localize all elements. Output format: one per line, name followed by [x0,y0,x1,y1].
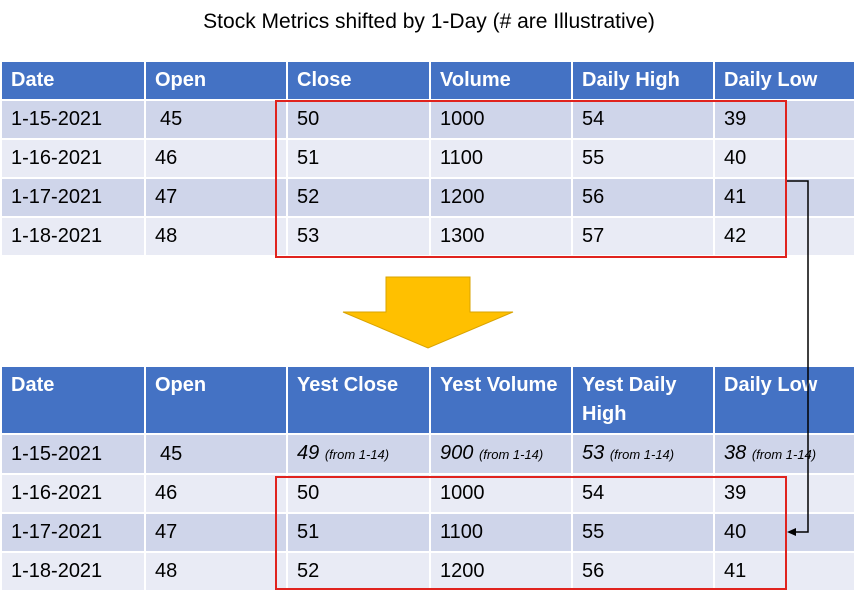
cell-low: 42 [714,217,856,257]
cell-high: 54 [572,100,715,140]
cell-value: 900 [440,442,474,464]
cell-yest-volume: 1200 [430,552,573,592]
cell-open: 48 [145,552,288,592]
table-row: 1-17-2021 47 51 1100 55 40 [2,513,856,553]
source-note: (from 1-14) [609,447,675,462]
cell-date: 1-17-2021 [2,178,146,218]
header-yest-close: Yest Close [287,367,431,435]
cell-date: 1-18-2021 [2,552,146,592]
cell-date: 1-18-2021 [2,217,146,257]
cell-open: 47 [145,178,288,218]
header-open: Open [145,62,288,101]
cell-date: 1-15-2021 [2,434,146,475]
cell-date: 1-16-2021 [2,139,146,179]
source-note: (from 1-14) [751,447,817,462]
cell-high: 56 [572,178,715,218]
cell-open: 47 [145,513,288,553]
header-daily-low: Daily Low [714,367,856,435]
cell-close: 51 [287,139,431,179]
header-open: Open [145,367,288,435]
cell-volume: 1000 [430,100,573,140]
elbow-connector [787,180,809,533]
cell-yest-volume: 1100 [430,513,573,553]
cell-yest-close: 52 [287,552,431,592]
diagram-title: Stock Metrics shifted by 1-Day (# are Il… [203,10,655,33]
cell-yest-volume: 900 (from 1-14) [430,434,573,475]
cell-close: 50 [287,100,431,140]
cell-volume: 1100 [430,139,573,179]
arrowhead-icon [787,528,796,536]
header-date: Date [2,62,146,101]
cell-yest-high: 54 [572,474,715,514]
shifted-metrics-table: Date Open Yest Close Yest Volume Yest Da… [2,367,856,592]
header-yest-daily-high: Yest Daily High [572,367,715,435]
cell-yest-close: 49 (from 1-14) [287,434,431,475]
cell-yest-high: 53 (from 1-14) [572,434,715,475]
down-arrow-icon [342,276,514,349]
table-header-row: Date Open Close Volume Daily High Daily … [2,62,856,101]
cell-high: 57 [572,217,715,257]
source-note: (from 1-14) [478,447,544,462]
table-row: 1-15-2021 45 49 (from 1-14) 900 (from 1-… [2,434,856,475]
cell-open: 46 [145,474,288,514]
cell-value: 49 [297,442,320,464]
table-row: 1-16-2021 46 50 1000 54 39 [2,474,856,514]
cell-yest-volume: 1000 [430,474,573,514]
header-close: Close [287,62,431,101]
header-date: Date [2,367,146,435]
cell-open: 46 [145,139,288,179]
cell-low: 38 (from 1-14) [714,434,856,475]
cell-date: 1-16-2021 [2,474,146,514]
cell-open: 45 [145,434,288,475]
cell-volume: 1300 [430,217,573,257]
cell-open: 48 [145,217,288,257]
cell-close: 53 [287,217,431,257]
cell-yest-high: 56 [572,552,715,592]
cell-volume: 1200 [430,178,573,218]
header-daily-low: Daily Low [714,62,856,101]
cell-value: 38 [724,442,747,464]
cell-value: 53 [582,442,605,464]
header-yest-volume: Yest Volume [430,367,573,435]
cell-yest-high: 55 [572,513,715,553]
cell-high: 55 [572,139,715,179]
table-row: 1-18-2021 48 53 1300 57 42 [2,217,856,257]
cell-yest-close: 51 [287,513,431,553]
cell-yest-close: 50 [287,474,431,514]
cell-date: 1-17-2021 [2,513,146,553]
table-row: 1-17-2021 47 52 1200 56 41 [2,178,856,218]
cell-date: 1-15-2021 [2,100,146,140]
cell-open: 45 [145,100,288,140]
header-daily-high: Daily High [572,62,715,101]
table-header-row: Date Open Yest Close Yest Volume Yest Da… [2,367,856,435]
header-volume: Volume [430,62,573,101]
source-note: (from 1-14) [324,447,390,462]
cell-close: 52 [287,178,431,218]
